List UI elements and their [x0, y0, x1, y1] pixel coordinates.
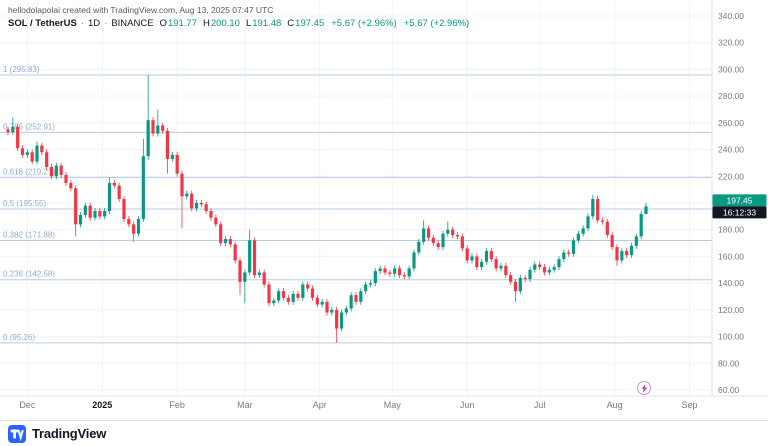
fib-level-label: 0.382 (171.88)	[3, 231, 55, 240]
close-value: 197.45	[295, 18, 325, 29]
price-tick-label: 60.00	[718, 385, 740, 395]
fib-level-label: 0.236 (142.58)	[3, 270, 55, 279]
price-tick-label: 300.00	[718, 64, 744, 74]
open-pair: O191.77	[160, 18, 197, 29]
price-tick-label: 280.00	[718, 91, 744, 101]
tradingview-logo-icon[interactable]	[8, 424, 26, 443]
countdown-badge: 16:12:33	[712, 206, 767, 219]
open-label: O	[159, 18, 167, 29]
lightning-badge[interactable]	[637, 381, 651, 395]
last-price-badge: 197.45	[712, 194, 767, 207]
separator-dot: ·	[104, 18, 108, 29]
tradingview-brand-text[interactable]: TradingView	[32, 426, 107, 441]
exchange-label[interactable]: BINANCE	[111, 18, 154, 29]
time-tick-label: Jun	[460, 400, 475, 410]
time-tick-label: Mar	[237, 400, 253, 410]
time-tick-label: Apr	[313, 400, 327, 410]
time-axis[interactable]: Dec 2025 Feb Mar Apr May Jun Jul Aug Sep	[19, 400, 697, 410]
time-tick-label: Feb	[169, 400, 185, 410]
separator-dot: ·	[80, 18, 84, 29]
close-label: C	[287, 18, 295, 29]
open-value: 191.77	[167, 18, 197, 29]
attribution-text: hellodolapolai created with TradingView.…	[8, 5, 274, 15]
interval-label[interactable]: 1D	[87, 18, 101, 29]
fib-level-label: 0.618 (219.21)	[3, 167, 55, 176]
fib-level-label: 0.5 (195.55)	[3, 199, 46, 208]
close-pair: C197.45	[287, 18, 324, 29]
price-tick-label: 180.00	[718, 225, 744, 235]
price-tick-label: 140.00	[718, 278, 744, 288]
fib-level-label: 1 (295.83)	[3, 65, 40, 74]
price-tick-label: 260.00	[718, 118, 744, 128]
change-value: +5.67 (+2.96%)	[331, 18, 397, 29]
low-value: 191.48	[252, 18, 282, 29]
time-tick-label: May	[384, 400, 402, 410]
fib-level-label: 0 (95.26)	[3, 333, 35, 342]
fib-retracement[interactable]: 1 (295.83) 0.786 (252.91) 0.618 (219.21) 0.…	[0, 65, 712, 344]
price-tick-label: 340.00	[718, 11, 744, 21]
candles-series	[6, 74, 648, 343]
countdown-label: 16:12:33	[723, 207, 756, 217]
lightning-icon	[641, 383, 647, 393]
time-tick-label: Sep	[681, 400, 697, 410]
session-change-value: +5.67 (+2.96%)	[403, 18, 470, 29]
grid-lines	[0, 0, 712, 396]
symbol-info-bar[interactable]: SOL / TetherUS · 1D · BINANCE O191.77 H2…	[8, 18, 469, 29]
footer-bar: TradingView	[0, 420, 768, 446]
price-tick-label: 120.00	[718, 305, 744, 315]
price-tick-label: 220.00	[718, 171, 744, 181]
high-pair: H200.10	[203, 18, 240, 29]
time-tick-label: Dec	[19, 400, 36, 410]
last-price-label: 197.45	[727, 195, 753, 205]
price-tick-label: 240.00	[718, 145, 744, 155]
high-label: H	[203, 18, 210, 29]
high-value: 200.10	[210, 18, 240, 29]
price-tick-label: 160.00	[718, 251, 744, 261]
symbol-title[interactable]: SOL / TetherUS	[8, 18, 77, 29]
price-tick-label: 80.00	[718, 358, 740, 368]
price-tick-label: 320.00	[718, 38, 744, 48]
fib-level-label: 0.786 (252.91)	[3, 122, 55, 131]
time-tick-label: 2025	[92, 400, 112, 410]
low-label: L	[245, 18, 252, 29]
time-tick-label: Aug	[607, 400, 623, 410]
time-tick-label: Jul	[534, 400, 546, 410]
low-pair: L191.48	[246, 18, 281, 29]
price-tick-label: 100.00	[718, 332, 744, 342]
